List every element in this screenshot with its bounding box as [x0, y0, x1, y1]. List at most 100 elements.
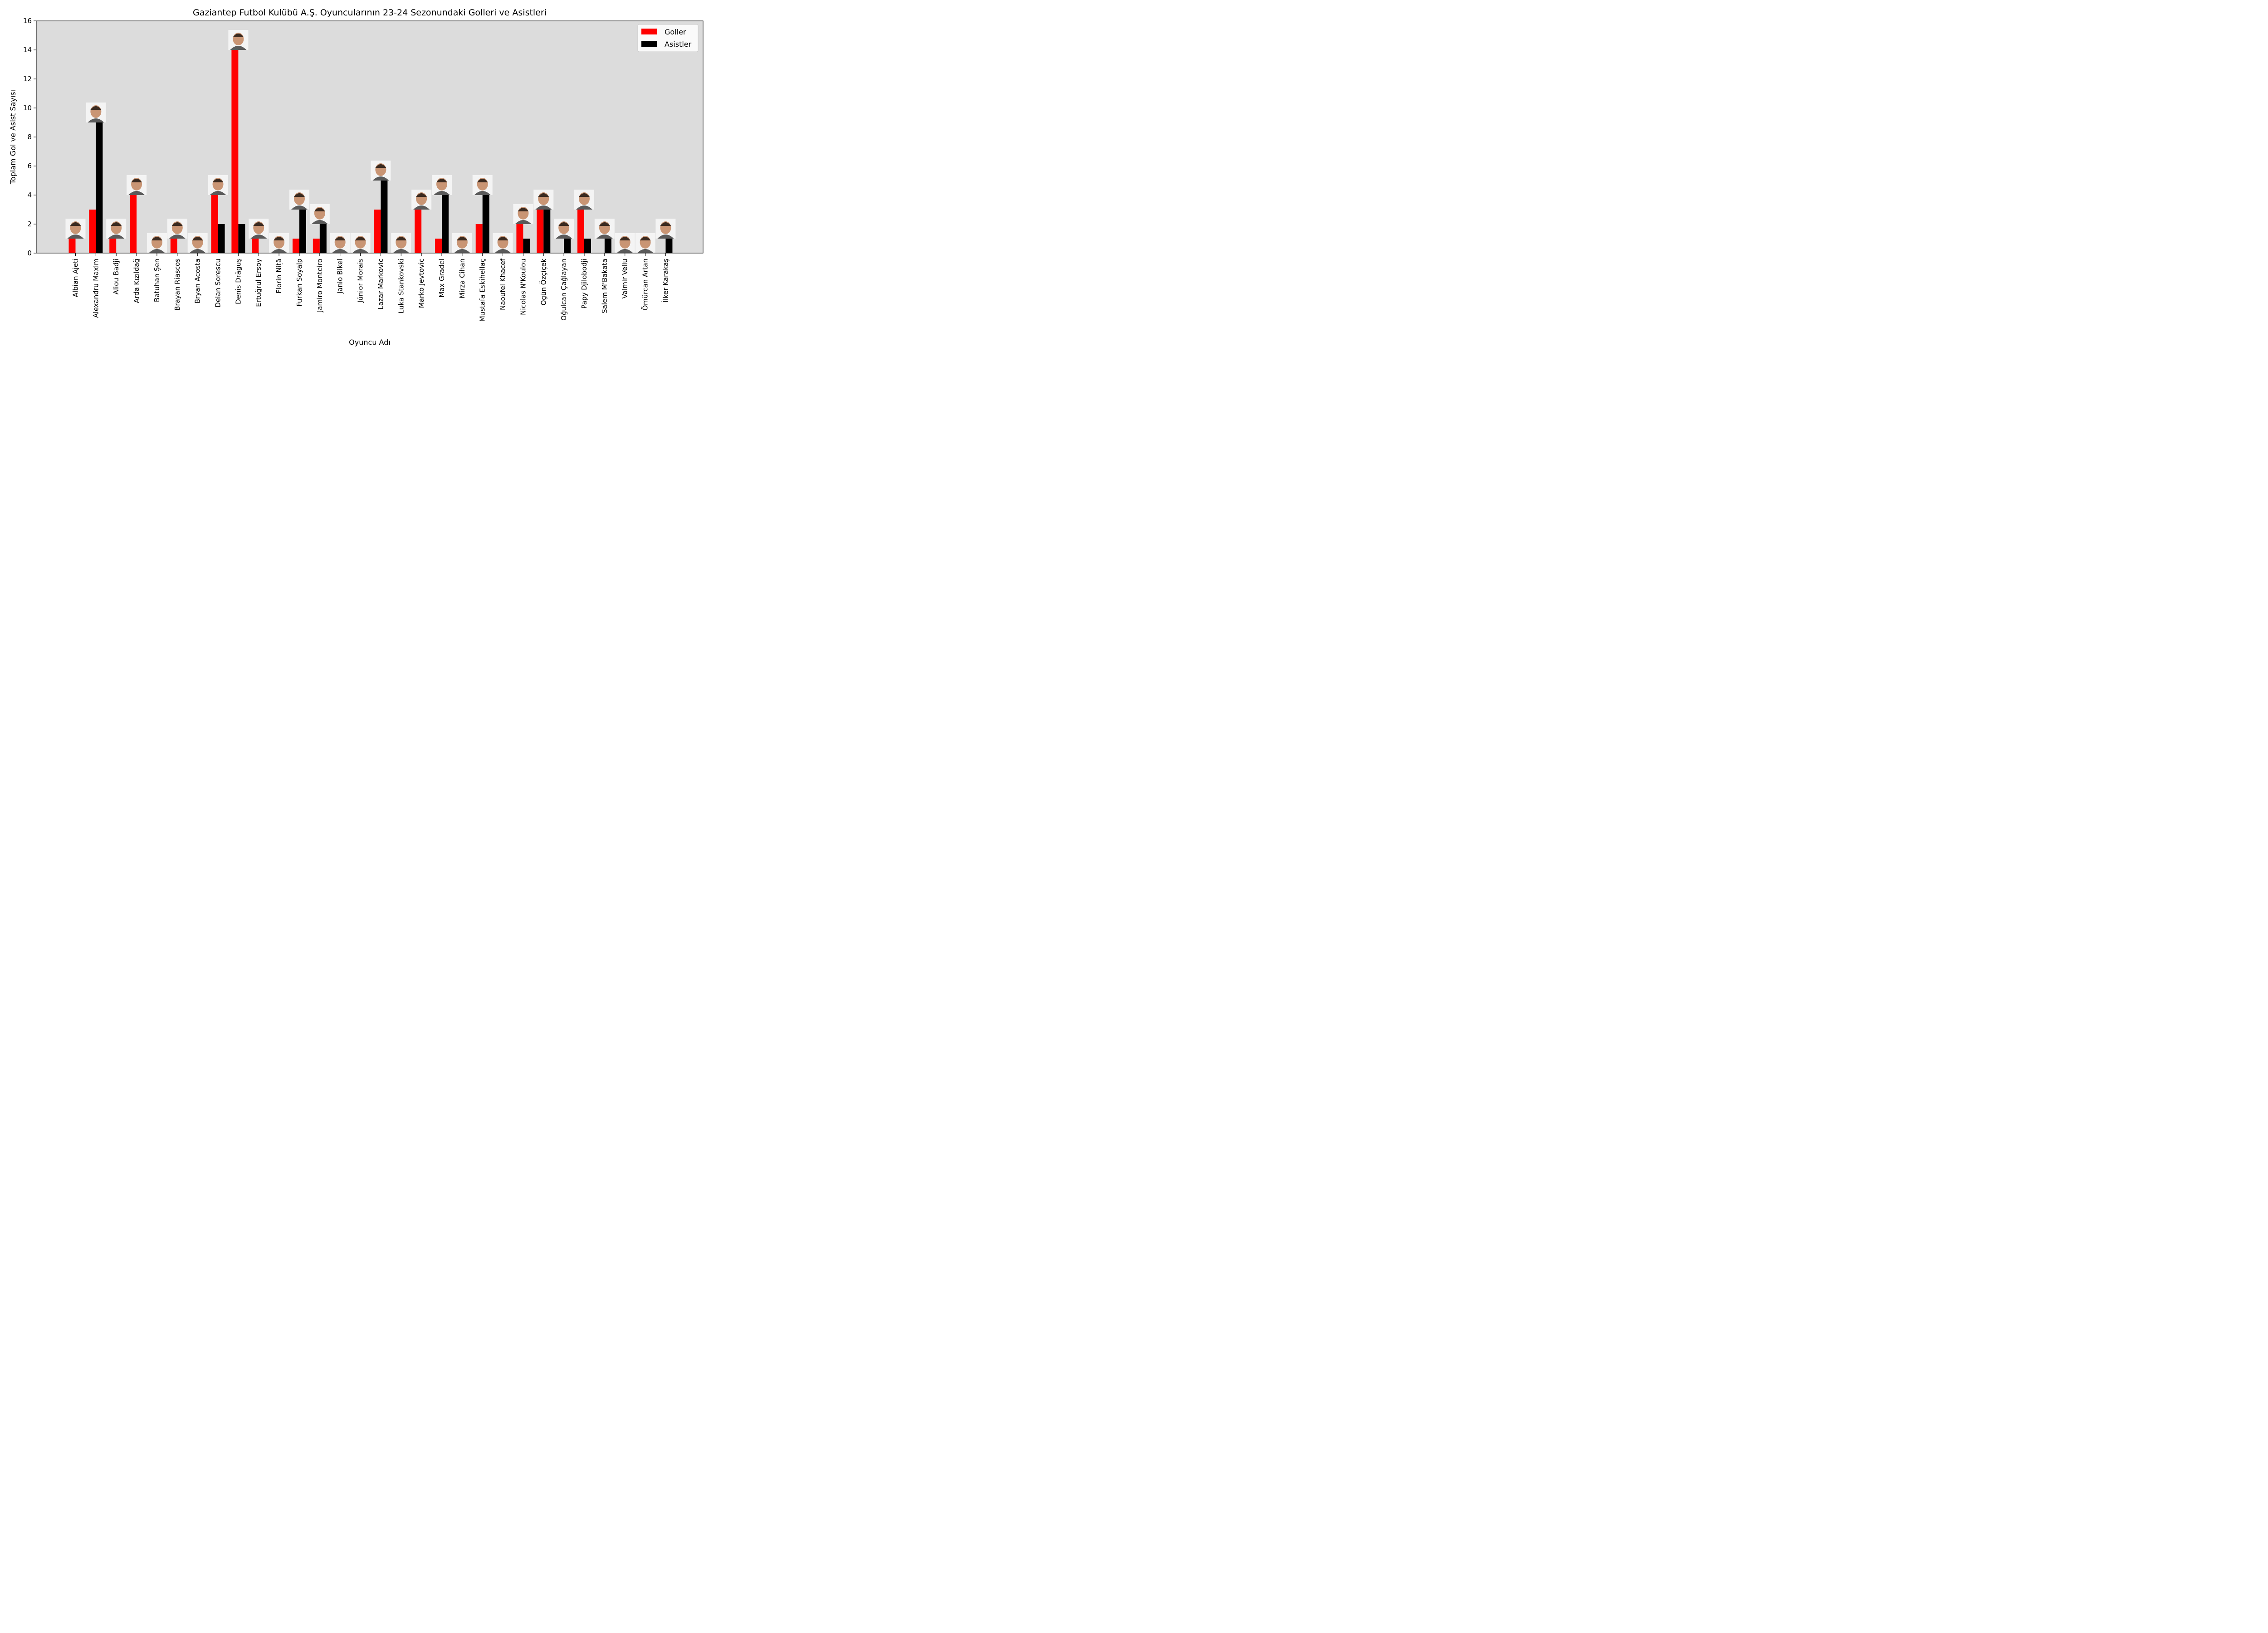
player-photo-og-ulcan-c-ag-layan: [554, 219, 574, 239]
x-tick-label-marko-jevtovic: Marko Jevtovic: [417, 259, 425, 308]
x-tick-label-albian-ajeti: Albian Ajeti: [72, 259, 80, 297]
x-tick-label-ertug-rul-ersoy: Ertuğrul Ersoy: [254, 259, 263, 307]
x-tick-label-mirza-cihan: Mirza Cihan: [458, 259, 466, 298]
bar-goller-furkan-soyalp: [292, 239, 299, 253]
x-axis-title: Oyuncu Adı: [349, 338, 391, 347]
player-photo-salem-m-bakata: [594, 219, 615, 239]
bar-asistler-nicolas-n-koulou: [523, 239, 530, 253]
y-tick-label: 4: [27, 191, 32, 199]
x-tick-label-alexandru-maxim: Alexandru Maxim: [92, 259, 100, 318]
bar-goller-nicolas-n-koulou: [516, 224, 523, 253]
legend: Goller Asistler: [637, 24, 699, 52]
x-tick-label-ogu-n-o-zc-ic-ek: Ogün Özçiçek: [539, 259, 547, 306]
legend-swatch-asistler: [641, 41, 657, 47]
player-photo-valmir-veliu: [615, 233, 635, 253]
x-tick-label-salem-m-bakata: Salem M'Bakata: [601, 259, 609, 313]
x-tick-label-valmir-veliu: Valmir Veliu: [621, 259, 629, 298]
player-photo-ertug-rul-ersoy: [249, 219, 269, 239]
player-photo-i-lker-karakas: [655, 219, 676, 239]
x-tick-label-aliou-badji: Aliou Badji: [112, 259, 120, 294]
bar-goller-aliou-badji: [109, 239, 117, 253]
player-photo-deian-sorescu: [208, 175, 228, 195]
bar-goller-lazar-markovic: [374, 210, 381, 253]
player-photo-luka-stankovski: [391, 233, 411, 253]
x-tick-label-lazar-markovic: Lazar Markovic: [376, 259, 385, 309]
y-tick-label: 2: [27, 220, 32, 228]
player-photo-albian-ajeti: [65, 219, 86, 239]
player-photo-papy-djilobodji: [574, 190, 594, 210]
player-photo-furkan-soyalp: [289, 190, 309, 210]
bar-asistler-alexandru-maxim: [96, 122, 103, 253]
x-tick-label-luka-stankovski: Luka Stankovski: [397, 259, 405, 313]
plot-background: [36, 21, 703, 253]
bar-asistler-jamiro-monteiro: [319, 224, 327, 253]
player-photo-o-mu-rcan-artan: [635, 233, 655, 253]
bar-asistler-denis-dra-gus: [238, 224, 245, 253]
bar-goller-arda-k-z-ldag: [130, 195, 137, 253]
x-axis: Albian Ajeti Alexandru Maxim Aliou Badji Ar…: [72, 253, 670, 322]
x-tick-label-mustafa-eskihellac: Mustafa Eskihellaç: [479, 259, 487, 322]
x-tick-label-florin-nit-a: Florin Niță: [275, 259, 283, 293]
x-tick-label-furkan-soyalp: Furkan Soyalp: [295, 259, 303, 307]
player-photo-brayan-riascos: [167, 219, 187, 239]
x-tick-label-og-ulcan-c-ag-layan: Oğulcan Çağlayan: [560, 259, 568, 321]
legend-swatch-goller: [641, 29, 657, 34]
player-photo-denis-dra-gus: [228, 30, 249, 50]
bar-goller-max-gradel: [435, 239, 442, 253]
player-photo-batuhan-s-en: [147, 233, 167, 253]
player-photo-lazar-markovic: [371, 161, 391, 181]
x-tick-label-jamiro-monteiro: Jamiro Monteiro: [316, 259, 324, 313]
bar-goller-alexandru-maxim: [89, 210, 96, 253]
x-tick-label-o-mu-rcan-artan: Ömürcan Artan: [641, 259, 650, 311]
player-photo-ogu-n-o-zc-ic-ek: [533, 190, 554, 210]
x-tick-label-naoufel-khacef: Naoufel Khacef: [499, 258, 507, 310]
bar-chart: 0 2 4 6 8 10 12 14 16 Albian Ajeti Alexandru Maxi…: [9, 8, 704, 347]
y-tick-label: 10: [23, 104, 32, 112]
y-tick-label: 14: [23, 46, 32, 54]
legend-label-goller: Goller: [665, 28, 686, 36]
y-tick-label: 16: [23, 17, 32, 25]
player-photo-ju-nior-morais: [350, 233, 371, 253]
x-tick-label-i-lker-karakas: İlker Karakaş: [661, 259, 670, 303]
bar-goller-brayan-riascos: [170, 239, 177, 253]
x-tick-label-batuhan-s-en: Batuhan Şen: [153, 259, 161, 302]
bar-goller-jamiro-monteiro: [313, 239, 320, 253]
y-tick-label: 12: [23, 75, 32, 83]
x-tick-label-max-gradel: Max Gradel: [438, 259, 446, 298]
y-tick-label: 8: [27, 133, 32, 141]
bar-goller-albian-ajeti: [68, 239, 76, 253]
bar-asistler-deian-sorescu: [218, 224, 225, 253]
bar-asistler-lazar-markovic: [381, 181, 388, 253]
bar-asistler-max-gradel: [441, 195, 449, 253]
player-photo-bryan-acosta: [187, 233, 208, 253]
x-tick-label-bryan-acosta: Bryan Acosta: [194, 259, 202, 303]
x-tick-label-denis-dra-gus: Denis Drăguş: [234, 259, 242, 304]
y-axis-title: Toplam Gol ve Asist Sayısı: [9, 90, 17, 185]
bar-asistler-og-ulcan-c-ag-layan: [564, 239, 571, 253]
bar-asistler-salem-m-bakata: [604, 239, 611, 253]
y-tick-label: 6: [27, 162, 32, 170]
bars-layer: [68, 50, 673, 253]
bar-asistler-i-lker-karakas: [665, 239, 673, 253]
bar-goller-marko-jevtovic: [415, 210, 422, 253]
player-photo-mustafa-eskihellac: [472, 175, 493, 195]
x-tick-label-papy-djilobodji: Papy Djilobodji: [580, 259, 588, 309]
bar-asistler-mustafa-eskihellac: [482, 195, 489, 253]
player-photo-arda-k-z-ldag: [127, 175, 147, 195]
x-tick-label-janio-bikel: Janio Bikel: [336, 259, 344, 294]
y-axis: 0 2 4 6 8 10 12 14 16: [23, 17, 36, 257]
player-photo-alexandru-maxim: [86, 103, 106, 122]
bar-asistler-furkan-soyalp: [299, 210, 306, 253]
bar-goller-papy-djilobodji: [577, 210, 584, 253]
y-tick-label: 0: [27, 249, 32, 257]
player-photos: [65, 30, 676, 253]
bar-goller-ertug-rul-ersoy: [252, 239, 259, 253]
x-tick-label-brayan-riascos: Brayan Riascos: [173, 259, 181, 311]
bar-goller-deian-sorescu: [211, 195, 218, 253]
x-tick-label-nicolas-n-koulou: Nicolas N'Koulou: [519, 259, 527, 315]
bar-goller-mustafa-eskihellac: [475, 224, 483, 253]
x-tick-label-arda-k-z-ldag: Arda Kızıldağ: [132, 259, 141, 303]
player-photo-florin-nit-a: [269, 233, 289, 253]
bar-goller-ogu-n-o-zc-ic-ek: [537, 210, 544, 253]
x-tick-label-ju-nior-morais: Júnior Morais: [357, 259, 365, 303]
